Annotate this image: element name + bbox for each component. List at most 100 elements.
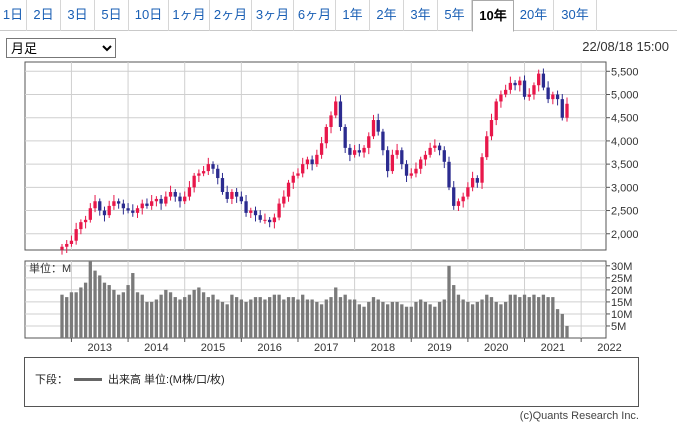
volume-bar (216, 299, 220, 338)
tab-period[interactable]: 2日 (27, 0, 61, 31)
volume-bar (187, 294, 192, 338)
candle-body (499, 94, 503, 102)
candle-body (121, 203, 126, 209)
period-tabs: 1日 2日 3日 5日 10日 1ヶ月 2ヶ月 3ヶ月 6ヶ月 1年 2年 3年 5年 10年 20年 30年 (0, 0, 677, 32)
volume-bar (404, 306, 409, 338)
x-tick-label: 2018 (371, 342, 395, 354)
candle-body (74, 229, 78, 241)
tab-period[interactable]: 3日 (61, 0, 95, 31)
volume-bar (93, 270, 97, 338)
volume-tick-label: 15M (611, 297, 632, 309)
candle-body (102, 210, 107, 216)
volume-bar (475, 301, 479, 338)
candle-body (447, 161, 451, 188)
candle-body (352, 150, 357, 155)
volume-bar (206, 297, 210, 338)
candle-body (206, 164, 210, 172)
candle-body (93, 201, 97, 209)
candle-body (239, 196, 243, 202)
volume-bar (518, 297, 522, 338)
volume-bar (343, 294, 347, 338)
volume-bar (499, 304, 503, 338)
tab-period[interactable]: 1ヶ月 (169, 0, 210, 31)
volume-bar (489, 297, 494, 338)
candle-body (286, 182, 291, 197)
volume-tick-label: 20M (611, 285, 632, 297)
volume-bar (560, 313, 564, 338)
x-tick-label: 2015 (201, 342, 225, 354)
volume-bar (371, 297, 376, 338)
candle-body (404, 164, 409, 176)
candle-body (150, 201, 154, 206)
candle-body (211, 164, 215, 169)
price-tick-label: 2,500 (611, 206, 639, 218)
volume-bar (338, 297, 343, 338)
volume-bar (390, 301, 395, 338)
tab-period[interactable]: 1日 (0, 0, 27, 31)
candle-body (522, 80, 527, 97)
volume-bar (522, 294, 527, 338)
volume-bar (423, 301, 428, 338)
candle-body (503, 89, 508, 95)
candle-body (357, 150, 361, 153)
candle-body (433, 145, 437, 148)
volume-bar (183, 297, 187, 338)
volume-bar (296, 299, 300, 338)
candle-body (272, 217, 277, 223)
volume-bar (494, 301, 498, 338)
volume-bar (116, 294, 121, 338)
tab-period[interactable]: 10日 (129, 0, 169, 31)
tab-period[interactable]: 3ヶ月 (252, 0, 294, 31)
volume-bar (291, 297, 295, 338)
tab-period[interactable]: 20年 (514, 0, 554, 31)
volume-bar (74, 292, 78, 338)
volume-bar (315, 301, 319, 338)
candle-body (546, 87, 550, 100)
tab-period[interactable]: 3年 (404, 0, 438, 31)
price-tick-label: 4,000 (611, 136, 639, 148)
volume-bar (537, 297, 541, 338)
volume-bar (192, 289, 196, 338)
volume-bar (503, 301, 508, 338)
candle-body (201, 171, 206, 174)
volume-bar (565, 325, 569, 338)
tab-period[interactable]: 10年 (472, 0, 514, 32)
tab-period[interactable]: 2ヶ月 (210, 0, 252, 31)
tab-period[interactable]: 30年 (554, 0, 597, 31)
volume-axis-label: 単位：M (29, 261, 71, 275)
volume-bar (69, 292, 74, 338)
volume-bar (268, 297, 272, 338)
legend-line-swatch (74, 377, 102, 381)
candle-body (437, 145, 442, 151)
volume-bar (437, 301, 442, 338)
volume-bar (310, 299, 314, 338)
candle-body (324, 126, 328, 144)
volume-bar (301, 294, 305, 338)
candle-body (319, 143, 324, 155)
volume-bar (414, 301, 418, 338)
tab-period[interactable]: 1年 (336, 0, 370, 31)
x-tick-label: 2019 (427, 342, 451, 354)
volume-bar (357, 304, 361, 338)
candle-body (88, 208, 92, 220)
candle-body (159, 198, 163, 204)
candle-body (565, 103, 569, 118)
candle-body (376, 120, 380, 132)
candle-body (470, 178, 475, 188)
volume-bar (79, 287, 83, 338)
volume-bar (225, 304, 229, 338)
candle-body (220, 178, 225, 192)
tab-period[interactable]: 6ヶ月 (294, 0, 336, 31)
volume-bar (244, 301, 248, 338)
volume-bar (131, 273, 135, 338)
volume-bar (159, 294, 163, 338)
tab-period[interactable]: 2年 (370, 0, 404, 31)
tab-period[interactable]: 5年 (438, 0, 472, 31)
volume-bar (352, 299, 357, 338)
volume-bar (60, 294, 64, 338)
candle-body (442, 150, 446, 162)
tab-period[interactable]: 5日 (95, 0, 129, 31)
candle-interval-select[interactable]: 月足 (6, 38, 116, 58)
candle-body (60, 246, 64, 250)
